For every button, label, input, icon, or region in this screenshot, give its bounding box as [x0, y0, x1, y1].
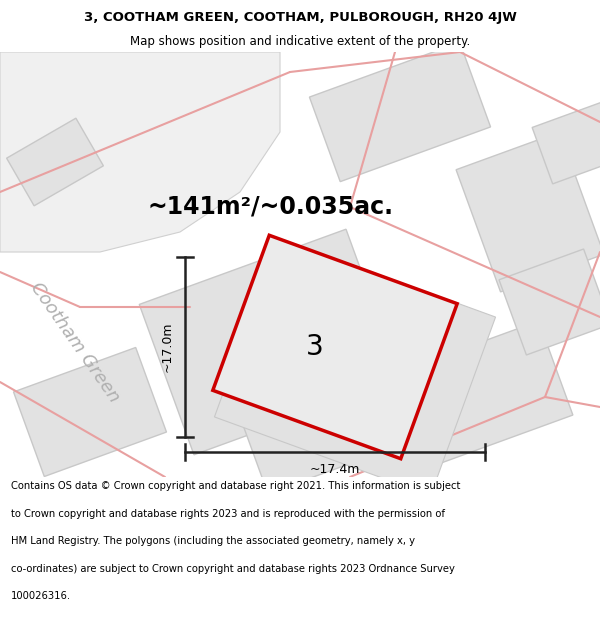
Text: Cootham Green: Cootham Green: [27, 279, 123, 406]
Polygon shape: [456, 132, 600, 292]
Polygon shape: [407, 321, 573, 463]
Polygon shape: [0, 52, 280, 252]
Text: ~141m²/~0.035ac.: ~141m²/~0.035ac.: [147, 195, 393, 219]
Text: ~17.0m: ~17.0m: [161, 322, 173, 372]
Text: Contains OS data © Crown copyright and database right 2021. This information is : Contains OS data © Crown copyright and d…: [11, 481, 460, 491]
Polygon shape: [241, 371, 400, 494]
Polygon shape: [310, 42, 491, 182]
Polygon shape: [532, 100, 600, 184]
Text: ~17.4m: ~17.4m: [310, 464, 360, 476]
Text: to Crown copyright and database rights 2023 and is reproduced with the permissio: to Crown copyright and database rights 2…: [11, 509, 445, 519]
Text: Map shows position and indicative extent of the property.: Map shows position and indicative extent…: [130, 36, 470, 48]
Text: co-ordinates) are subject to Crown copyright and database rights 2023 Ordnance S: co-ordinates) are subject to Crown copyr…: [11, 564, 455, 574]
Text: 100026316.: 100026316.: [11, 591, 71, 601]
Polygon shape: [213, 235, 457, 459]
Polygon shape: [14, 348, 166, 476]
Text: 3, COOTHAM GREEN, COOTHAM, PULBOROUGH, RH20 4JW: 3, COOTHAM GREEN, COOTHAM, PULBOROUGH, R…: [83, 11, 517, 24]
Text: 3: 3: [306, 333, 324, 361]
Polygon shape: [499, 249, 600, 355]
Polygon shape: [139, 229, 401, 455]
Polygon shape: [7, 118, 103, 206]
Polygon shape: [214, 238, 496, 496]
Text: HM Land Registry. The polygons (including the associated geometry, namely x, y: HM Land Registry. The polygons (includin…: [11, 536, 415, 546]
